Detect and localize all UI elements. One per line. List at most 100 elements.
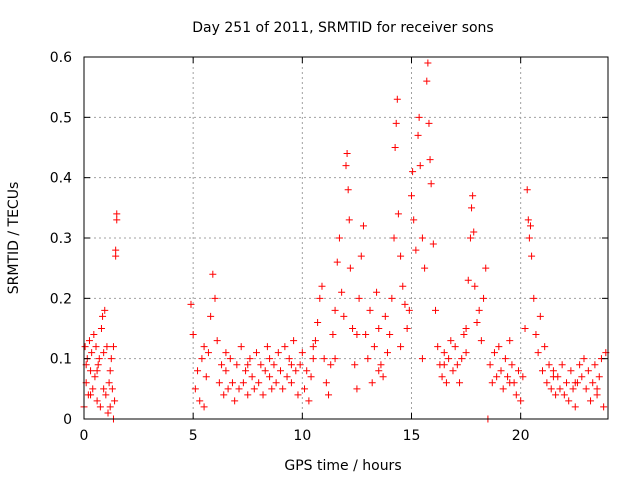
data-point bbox=[541, 343, 549, 351]
data-point bbox=[508, 361, 516, 369]
data-point bbox=[390, 234, 398, 242]
y-tick-label: 0 bbox=[63, 412, 72, 428]
data-point bbox=[320, 355, 328, 363]
y-tick-label: 0.5 bbox=[50, 110, 72, 126]
data-point bbox=[440, 361, 448, 369]
data-point bbox=[303, 367, 311, 375]
data-point bbox=[512, 391, 520, 399]
data-point bbox=[296, 361, 304, 369]
data-point bbox=[281, 343, 289, 351]
data-point bbox=[576, 361, 584, 369]
data-point bbox=[453, 361, 461, 369]
data-point bbox=[556, 385, 564, 393]
data-point bbox=[364, 355, 372, 363]
data-point bbox=[495, 343, 503, 351]
data-point bbox=[399, 282, 407, 290]
data-point bbox=[429, 240, 437, 248]
data-points bbox=[80, 59, 610, 423]
data-point bbox=[222, 349, 230, 357]
data-point bbox=[449, 367, 457, 375]
data-point bbox=[237, 343, 245, 351]
data-point bbox=[486, 361, 494, 369]
data-point bbox=[100, 349, 108, 357]
data-point bbox=[113, 210, 121, 218]
y-tick-label: 0.6 bbox=[50, 50, 72, 66]
data-point bbox=[386, 331, 394, 339]
data-point bbox=[287, 361, 295, 369]
data-point bbox=[259, 391, 267, 399]
data-point bbox=[425, 119, 433, 127]
data-point bbox=[257, 361, 265, 369]
data-point bbox=[353, 385, 361, 393]
data-point bbox=[514, 367, 522, 375]
data-point bbox=[81, 343, 89, 351]
data-point bbox=[261, 367, 269, 375]
data-point bbox=[218, 361, 226, 369]
data-point bbox=[504, 373, 512, 381]
data-point bbox=[207, 312, 215, 320]
data-point bbox=[194, 367, 202, 375]
data-point bbox=[244, 391, 252, 399]
data-point bbox=[187, 300, 195, 308]
data-point bbox=[545, 361, 553, 369]
data-point bbox=[95, 355, 103, 363]
data-point bbox=[346, 264, 354, 272]
data-point bbox=[578, 373, 586, 381]
data-point bbox=[89, 385, 97, 393]
data-point bbox=[410, 216, 418, 224]
data-point bbox=[525, 234, 533, 242]
data-point bbox=[593, 391, 601, 399]
data-point bbox=[274, 349, 282, 357]
data-point bbox=[519, 373, 527, 381]
x-tick-label: 5 bbox=[189, 428, 198, 444]
data-point bbox=[263, 343, 271, 351]
data-point bbox=[600, 403, 608, 411]
data-point bbox=[470, 228, 478, 236]
data-point bbox=[392, 119, 400, 127]
data-point bbox=[375, 367, 383, 375]
data-point bbox=[87, 367, 95, 375]
data-point bbox=[412, 246, 420, 254]
data-point bbox=[549, 373, 557, 381]
data-point bbox=[552, 391, 560, 399]
data-point bbox=[96, 403, 104, 411]
data-point bbox=[580, 355, 588, 363]
data-point bbox=[421, 264, 429, 272]
data-point bbox=[314, 318, 322, 326]
data-point bbox=[403, 325, 411, 332]
grid bbox=[84, 57, 608, 419]
data-point bbox=[480, 294, 488, 302]
data-point bbox=[244, 361, 252, 369]
data-point bbox=[107, 355, 115, 363]
data-point bbox=[333, 258, 341, 266]
data-point bbox=[589, 379, 597, 387]
data-point bbox=[571, 403, 579, 411]
data-point bbox=[493, 373, 501, 381]
data-point bbox=[272, 379, 280, 387]
data-point bbox=[530, 294, 538, 302]
data-point bbox=[477, 337, 485, 345]
y-axis-label: SRMTID / TECUs bbox=[6, 182, 22, 295]
data-point bbox=[438, 373, 446, 381]
data-point bbox=[277, 367, 284, 375]
data-point bbox=[204, 349, 212, 357]
data-point bbox=[298, 349, 306, 357]
y-tick-label: 0.2 bbox=[50, 291, 72, 307]
data-point bbox=[196, 397, 204, 405]
data-point bbox=[331, 306, 339, 314]
data-point bbox=[189, 331, 197, 339]
data-point bbox=[482, 264, 490, 272]
x-axis-ticks: 0 5 10 15 20 bbox=[80, 57, 530, 444]
x-tick-label: 20 bbox=[512, 428, 530, 444]
data-point bbox=[242, 367, 250, 375]
data-point bbox=[294, 391, 302, 399]
data-point bbox=[377, 361, 385, 369]
data-point bbox=[87, 391, 95, 399]
data-point bbox=[408, 192, 415, 200]
data-point bbox=[543, 379, 551, 387]
data-point bbox=[287, 379, 295, 387]
data-point bbox=[571, 379, 579, 387]
data-point bbox=[539, 367, 546, 375]
data-point bbox=[523, 186, 531, 194]
y-tick-label: 0.3 bbox=[50, 231, 72, 247]
